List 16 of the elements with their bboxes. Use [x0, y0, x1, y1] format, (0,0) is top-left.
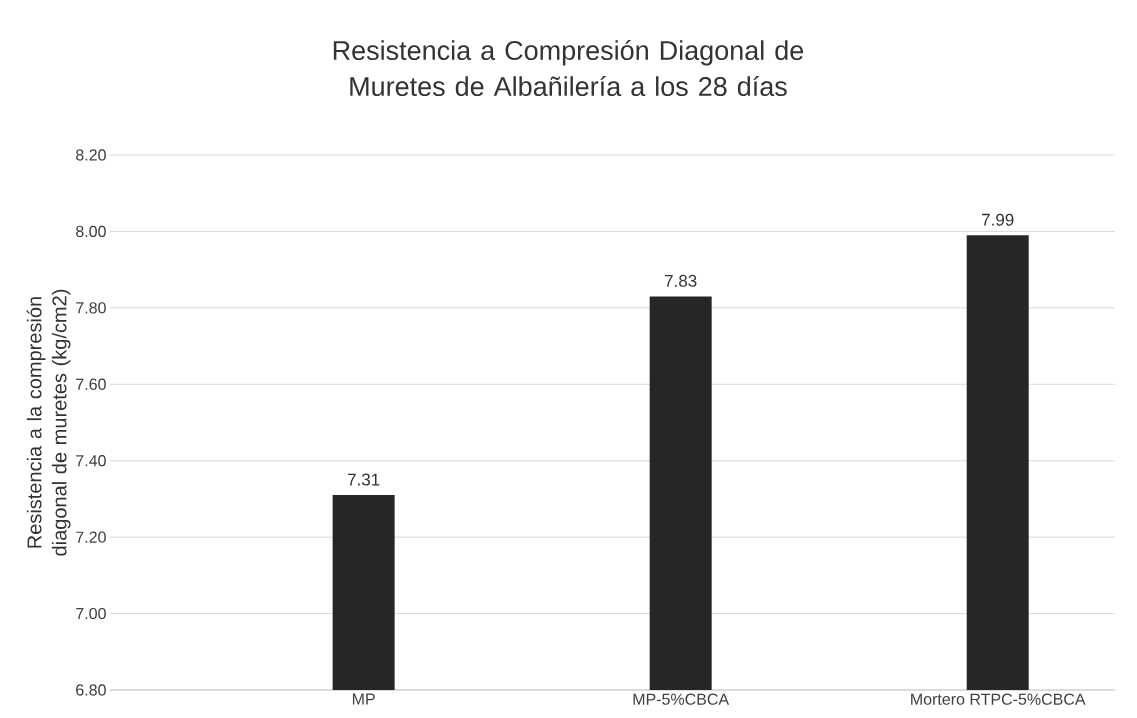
- data-label: 7.99: [982, 213, 1014, 226]
- chart-title: Resistencia a Compresión Diagonal de Muretes de Albañilería a los 28 días: [333, 39, 804, 97]
- data-label: 7.31: [347, 473, 380, 486]
- x-tick-label: MP: [352, 693, 375, 705]
- y-tick-label: 6.80: [76, 684, 106, 696]
- y-tick-label: 7.60: [76, 378, 106, 390]
- x-tick-label: Mortero RTPC-5%CBCA: [911, 693, 1086, 705]
- y-tick-label: 7.80: [76, 302, 106, 314]
- y-tick-label: 8.00: [76, 225, 106, 238]
- data-label: 7.83: [665, 274, 697, 287]
- x-tick-label: MP-5%CBCA: [633, 693, 730, 705]
- y-tick-label: 7.40: [76, 455, 106, 467]
- y-tick-label: 7.20: [76, 531, 106, 543]
- y-tick-label: 8.20: [76, 149, 106, 161]
- y-axis-title: Resistencia a la compresión diagonal de muretes (kg/cm2): [26, 289, 71, 556]
- y-tick-label: 7.00: [76, 607, 106, 620]
